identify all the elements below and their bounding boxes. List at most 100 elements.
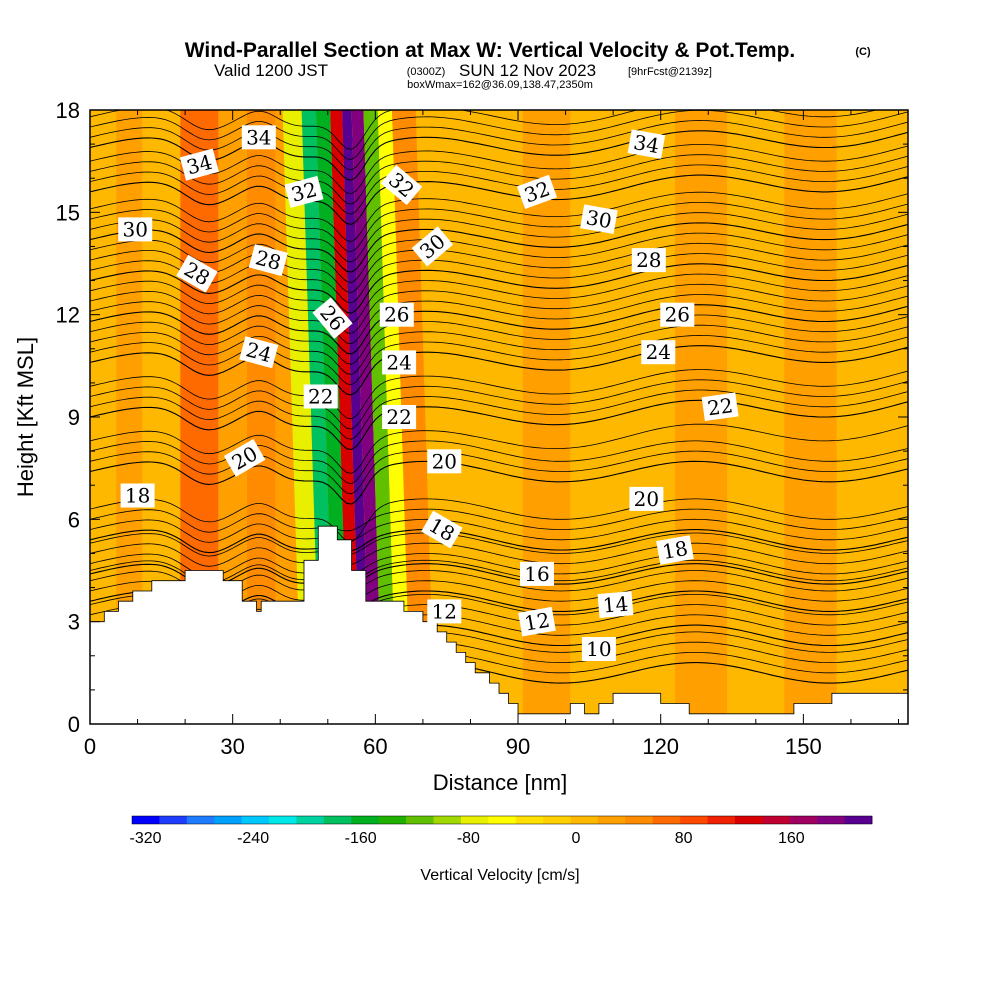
isentrope-line	[90, 130, 908, 181]
terrain-profile	[89, 525, 909, 725]
contour-label: 10	[581, 637, 616, 661]
isentrope-line	[90, 423, 908, 474]
isentrope-line	[90, 314, 908, 365]
svg-text:22: 22	[308, 385, 333, 409]
isentrope-line	[90, 232, 908, 283]
x-tick-label: 120	[642, 734, 679, 759]
velocity-column	[434, 110, 476, 724]
contour-label: 34	[241, 125, 276, 150]
velocity-column	[142, 110, 181, 724]
box-max-label: boxWmax=162@36.09,138.47,2350m	[407, 79, 593, 91]
velocity-column	[727, 110, 785, 724]
colorbar-swatch	[570, 816, 599, 824]
y-tick-label: 3	[68, 610, 80, 635]
colorbar-swatch	[680, 816, 708, 824]
contour-label: 18	[656, 535, 694, 565]
colorbar-frame	[131, 815, 873, 825]
svg-text:34: 34	[246, 125, 271, 149]
isentrope-line	[90, 273, 908, 324]
isentrope-line	[90, 242, 908, 293]
colorbar-swatch	[789, 816, 818, 824]
isentrope-line	[90, 164, 908, 215]
y-tick-label: 0	[68, 712, 80, 737]
x-axis-title: Distance [nm]	[433, 770, 568, 795]
velocity-column	[363, 110, 397, 724]
svg-text:20: 20	[634, 487, 659, 511]
colorbar-swatch	[460, 816, 489, 824]
svg-text:16: 16	[524, 562, 549, 586]
contour-label: 34	[627, 129, 666, 159]
isentrope-line	[90, 144, 908, 195]
isentrope-line	[90, 304, 908, 355]
x-tick-label: 90	[506, 734, 530, 759]
svg-text:26: 26	[665, 303, 690, 327]
colorbar-tick-label: -80	[457, 830, 480, 847]
contour-label: 22	[701, 392, 739, 422]
isentrope-line	[90, 498, 908, 543]
isentrope-line	[90, 345, 908, 396]
colorbar-swatch	[652, 816, 681, 824]
contour-label: 12	[518, 606, 556, 637]
x-tick-label: 0	[84, 734, 96, 759]
contour-label: 14	[597, 591, 634, 619]
colorbar: -320 -240 -160 -80 0 80 160	[129, 815, 873, 847]
colorbar-swatch	[625, 816, 654, 824]
contour-label: 28	[631, 248, 666, 273]
isentrope-line	[90, 283, 908, 334]
isentrope-line	[90, 559, 908, 584]
isentrope-line	[90, 460, 908, 505]
svg-text:26: 26	[384, 303, 409, 327]
colorbar-tick-label: -320	[129, 830, 161, 847]
svg-text:22: 22	[706, 393, 735, 420]
contour-label: 20	[629, 486, 664, 511]
isentrope-line	[90, 294, 908, 345]
isentrope-line	[90, 379, 908, 430]
colorbar-swatch	[543, 816, 571, 824]
contour-label: 16	[520, 561, 554, 586]
colorbar-swatch	[515, 816, 544, 824]
colorbar-swatch	[323, 816, 352, 824]
isentrope-line	[90, 532, 908, 557]
velocity-column	[570, 110, 623, 724]
colorbar-tick-label: 0	[572, 830, 581, 847]
y-tick-label: 18	[56, 98, 80, 123]
velocity-column	[622, 110, 675, 724]
y-axis-title: Height [Kft MSL]	[13, 337, 38, 497]
isentrope-line	[90, 154, 908, 205]
colorbar-tick-label: -240	[237, 830, 269, 847]
svg-text:18: 18	[660, 536, 689, 564]
svg-text:24: 24	[386, 350, 411, 374]
valid-time-label: Valid 1200 JST	[214, 61, 328, 80]
x-axis-ticks: 0 30 60 90 120 150	[84, 110, 899, 759]
forecast-label: [9hrFcst@2139z]	[628, 66, 712, 78]
colorbar-swatch	[406, 816, 434, 824]
colorbar-swatch	[762, 816, 791, 824]
x-tick-label: 60	[363, 734, 387, 759]
colorbar-title: Vertical Velocity [cm/s]	[420, 867, 579, 884]
colorbar-swatch	[159, 816, 188, 824]
isentrope-line	[90, 324, 908, 375]
colorbar-swatch	[707, 816, 736, 824]
x-tick-label: 150	[785, 734, 822, 759]
y-tick-label: 12	[56, 303, 80, 328]
colorbar-swatch	[351, 816, 380, 824]
contour-label: 22	[382, 405, 417, 429]
colorbar-swatch	[132, 816, 160, 824]
x-tick-label: 30	[220, 734, 244, 759]
isentrope-line	[90, 222, 908, 273]
colorbar-swatch	[734, 816, 763, 824]
colorbar-tick-label: -160	[345, 830, 377, 847]
svg-text:18: 18	[125, 484, 150, 508]
contour-label: 20	[427, 449, 462, 474]
colorbar-swatch	[433, 816, 462, 824]
svg-text:20: 20	[432, 449, 457, 473]
colorbar-swatch	[844, 816, 873, 824]
valid-date-label: SUN 12 Nov 2023	[459, 61, 596, 80]
contour-label: 26	[660, 302, 695, 327]
colorbar-swatch	[214, 816, 243, 824]
svg-text:22: 22	[386, 405, 411, 429]
isentrope-line	[90, 202, 908, 253]
contour-label: 24	[641, 340, 676, 365]
velocity-column	[90, 110, 117, 724]
